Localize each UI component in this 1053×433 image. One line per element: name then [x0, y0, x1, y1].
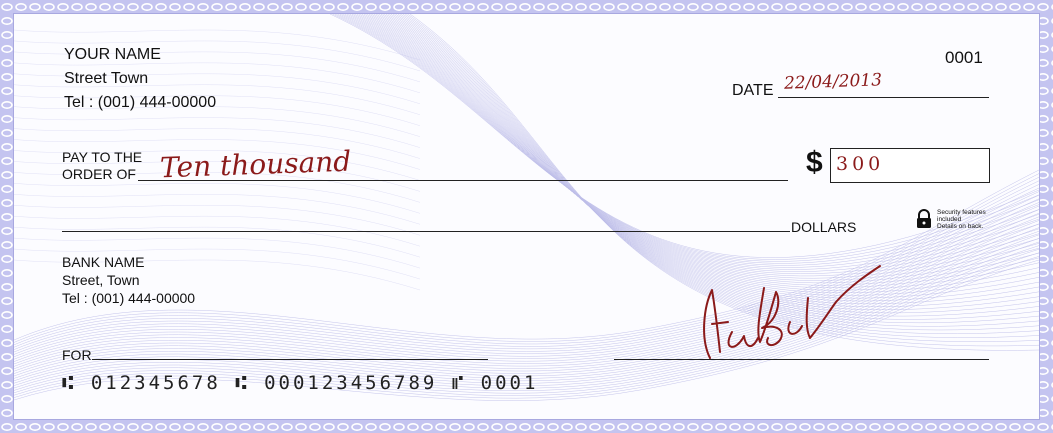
amount-words-line	[62, 231, 790, 232]
micr-routing: 012345678	[90, 372, 221, 394]
payee-label-line1: PAY TO THE	[62, 149, 143, 165]
dollars-label: DOLLARS	[791, 219, 857, 235]
micr-on-us-symbol: ⑈	[451, 372, 481, 394]
micr-cheque: 0001	[480, 372, 539, 394]
account-holder-address: Street Town	[64, 70, 149, 87]
cheque-number: 0001	[945, 48, 983, 67]
signature-line[interactable]	[614, 359, 989, 360]
security-text-line3: Details on back.	[937, 223, 984, 230]
security-text-line2: included	[937, 216, 962, 223]
date-value[interactable]: 22/04/2013	[783, 70, 883, 94]
lock-icon	[917, 209, 931, 228]
memo-label: FOR	[62, 347, 92, 363]
account-holder-name: YOUR NAME	[64, 46, 161, 63]
payee-label-line2: ORDER OF	[62, 166, 136, 182]
micr-account: 000123456789	[264, 372, 438, 394]
memo-line[interactable]	[92, 359, 488, 360]
bank-name: BANK NAME	[62, 254, 145, 270]
security-text-line1: Security features	[937, 209, 986, 216]
bank-address: Street, Town	[62, 272, 140, 288]
account-holder-phone: Tel : (001) 444-00000	[64, 94, 217, 111]
micr-transit-symbol-2: ⑆	[235, 372, 265, 394]
signature	[703, 265, 881, 359]
amount-value: 300	[836, 153, 885, 175]
amount-box[interactable]	[830, 148, 990, 183]
bank-phone: Tel : (001) 444-00000	[62, 290, 196, 306]
payee-value[interactable]: Ten thousand	[159, 144, 352, 185]
currency-symbol: $	[806, 146, 823, 179]
date-line	[778, 97, 989, 98]
payee-line	[138, 180, 788, 181]
micr-line: ⑆ 012345678 ⑆ 000123456789 ⑈ 0001	[62, 372, 538, 394]
date-label: DATE	[732, 82, 774, 99]
micr-transit-symbol: ⑆	[62, 372, 91, 394]
